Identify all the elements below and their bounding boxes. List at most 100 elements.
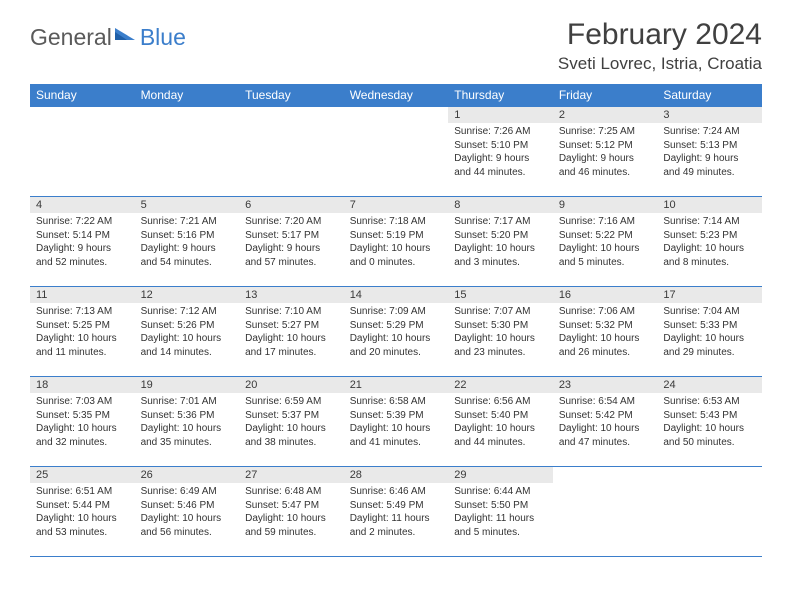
day-number: 18 xyxy=(30,377,135,393)
day-number: 25 xyxy=(30,467,135,483)
weekday-header: Thursday xyxy=(448,84,553,107)
day-number: 10 xyxy=(657,197,762,213)
day-number: 8 xyxy=(448,197,553,213)
calendar-table: SundayMondayTuesdayWednesdayThursdayFrid… xyxy=(30,84,762,557)
day-number: 2 xyxy=(553,107,658,123)
calendar-day-cell: 11Sunrise: 7:13 AMSunset: 5:25 PMDayligh… xyxy=(30,287,135,377)
day-details: Sunrise: 7:26 AMSunset: 5:10 PMDaylight:… xyxy=(448,123,553,183)
calendar-day-cell: 3Sunrise: 7:24 AMSunset: 5:13 PMDaylight… xyxy=(657,107,762,197)
weekday-header: Saturday xyxy=(657,84,762,107)
day-number: 22 xyxy=(448,377,553,393)
flag-icon xyxy=(115,26,137,49)
calendar-day-cell: 2Sunrise: 7:25 AMSunset: 5:12 PMDaylight… xyxy=(553,107,658,197)
calendar-day-cell: 5Sunrise: 7:21 AMSunset: 5:16 PMDaylight… xyxy=(135,197,240,287)
day-number: 21 xyxy=(344,377,449,393)
day-details: Sunrise: 6:46 AMSunset: 5:49 PMDaylight:… xyxy=(344,483,449,543)
day-details: Sunrise: 7:07 AMSunset: 5:30 PMDaylight:… xyxy=(448,303,553,363)
logo-word-2: Blue xyxy=(140,24,186,51)
calendar-day-cell: 14Sunrise: 7:09 AMSunset: 5:29 PMDayligh… xyxy=(344,287,449,377)
page-title: February 2024 xyxy=(558,18,762,52)
calendar-day-cell: 8Sunrise: 7:17 AMSunset: 5:20 PMDaylight… xyxy=(448,197,553,287)
calendar-day-cell: 27Sunrise: 6:48 AMSunset: 5:47 PMDayligh… xyxy=(239,467,344,557)
day-details: Sunrise: 7:04 AMSunset: 5:33 PMDaylight:… xyxy=(657,303,762,363)
weekday-header: Sunday xyxy=(30,84,135,107)
calendar-empty-cell xyxy=(30,107,135,197)
day-number: 28 xyxy=(344,467,449,483)
day-details: Sunrise: 7:12 AMSunset: 5:26 PMDaylight:… xyxy=(135,303,240,363)
day-details: Sunrise: 7:18 AMSunset: 5:19 PMDaylight:… xyxy=(344,213,449,273)
day-number: 24 xyxy=(657,377,762,393)
weekday-header-row: SundayMondayTuesdayWednesdayThursdayFrid… xyxy=(30,84,762,107)
calendar-day-cell: 28Sunrise: 6:46 AMSunset: 5:49 PMDayligh… xyxy=(344,467,449,557)
day-details: Sunrise: 6:53 AMSunset: 5:43 PMDaylight:… xyxy=(657,393,762,453)
header: General Blue February 2024 Sveti Lovrec,… xyxy=(30,18,762,74)
calendar-day-cell: 16Sunrise: 7:06 AMSunset: 5:32 PMDayligh… xyxy=(553,287,658,377)
day-number: 12 xyxy=(135,287,240,303)
calendar-day-cell: 17Sunrise: 7:04 AMSunset: 5:33 PMDayligh… xyxy=(657,287,762,377)
calendar-week-row: 11Sunrise: 7:13 AMSunset: 5:25 PMDayligh… xyxy=(30,287,762,377)
day-number: 4 xyxy=(30,197,135,213)
day-details: Sunrise: 7:16 AMSunset: 5:22 PMDaylight:… xyxy=(553,213,658,273)
calendar-day-cell: 24Sunrise: 6:53 AMSunset: 5:43 PMDayligh… xyxy=(657,377,762,467)
calendar-day-cell: 15Sunrise: 7:07 AMSunset: 5:30 PMDayligh… xyxy=(448,287,553,377)
calendar-day-cell: 20Sunrise: 6:59 AMSunset: 5:37 PMDayligh… xyxy=(239,377,344,467)
calendar-day-cell: 23Sunrise: 6:54 AMSunset: 5:42 PMDayligh… xyxy=(553,377,658,467)
day-number: 17 xyxy=(657,287,762,303)
day-details: Sunrise: 7:17 AMSunset: 5:20 PMDaylight:… xyxy=(448,213,553,273)
calendar-empty-cell xyxy=(344,107,449,197)
day-details: Sunrise: 6:54 AMSunset: 5:42 PMDaylight:… xyxy=(553,393,658,453)
day-details: Sunrise: 7:06 AMSunset: 5:32 PMDaylight:… xyxy=(553,303,658,363)
day-details: Sunrise: 7:10 AMSunset: 5:27 PMDaylight:… xyxy=(239,303,344,363)
weekday-header: Monday xyxy=(135,84,240,107)
weekday-header: Tuesday xyxy=(239,84,344,107)
day-number: 20 xyxy=(239,377,344,393)
day-details: Sunrise: 7:09 AMSunset: 5:29 PMDaylight:… xyxy=(344,303,449,363)
calendar-day-cell: 26Sunrise: 6:49 AMSunset: 5:46 PMDayligh… xyxy=(135,467,240,557)
day-details: Sunrise: 6:44 AMSunset: 5:50 PMDaylight:… xyxy=(448,483,553,543)
day-details: Sunrise: 7:03 AMSunset: 5:35 PMDaylight:… xyxy=(30,393,135,453)
day-number: 6 xyxy=(239,197,344,213)
day-number: 16 xyxy=(553,287,658,303)
day-details: Sunrise: 7:14 AMSunset: 5:23 PMDaylight:… xyxy=(657,213,762,273)
calendar-day-cell: 29Sunrise: 6:44 AMSunset: 5:50 PMDayligh… xyxy=(448,467,553,557)
day-details: Sunrise: 7:22 AMSunset: 5:14 PMDaylight:… xyxy=(30,213,135,273)
day-details: Sunrise: 7:13 AMSunset: 5:25 PMDaylight:… xyxy=(30,303,135,363)
weekday-header: Friday xyxy=(553,84,658,107)
calendar-day-cell: 18Sunrise: 7:03 AMSunset: 5:35 PMDayligh… xyxy=(30,377,135,467)
day-details: Sunrise: 6:48 AMSunset: 5:47 PMDaylight:… xyxy=(239,483,344,543)
day-number: 9 xyxy=(553,197,658,213)
day-number: 13 xyxy=(239,287,344,303)
day-number: 26 xyxy=(135,467,240,483)
calendar-week-row: 1Sunrise: 7:26 AMSunset: 5:10 PMDaylight… xyxy=(30,107,762,197)
day-number: 1 xyxy=(448,107,553,123)
day-number: 15 xyxy=(448,287,553,303)
calendar-day-cell: 9Sunrise: 7:16 AMSunset: 5:22 PMDaylight… xyxy=(553,197,658,287)
calendar-day-cell: 19Sunrise: 7:01 AMSunset: 5:36 PMDayligh… xyxy=(135,377,240,467)
day-number: 29 xyxy=(448,467,553,483)
logo: General Blue xyxy=(30,24,186,51)
calendar-day-cell: 4Sunrise: 7:22 AMSunset: 5:14 PMDaylight… xyxy=(30,197,135,287)
calendar-day-cell: 12Sunrise: 7:12 AMSunset: 5:26 PMDayligh… xyxy=(135,287,240,377)
location: Sveti Lovrec, Istria, Croatia xyxy=(558,54,762,74)
day-details: Sunrise: 6:59 AMSunset: 5:37 PMDaylight:… xyxy=(239,393,344,453)
day-details: Sunrise: 6:56 AMSunset: 5:40 PMDaylight:… xyxy=(448,393,553,453)
day-number: 7 xyxy=(344,197,449,213)
day-number: 27 xyxy=(239,467,344,483)
calendar-day-cell: 13Sunrise: 7:10 AMSunset: 5:27 PMDayligh… xyxy=(239,287,344,377)
day-details: Sunrise: 6:49 AMSunset: 5:46 PMDaylight:… xyxy=(135,483,240,543)
day-number: 3 xyxy=(657,107,762,123)
logo-word-1: General xyxy=(30,24,112,51)
calendar-day-cell: 1Sunrise: 7:26 AMSunset: 5:10 PMDaylight… xyxy=(448,107,553,197)
calendar-day-cell: 25Sunrise: 6:51 AMSunset: 5:44 PMDayligh… xyxy=(30,467,135,557)
day-number: 19 xyxy=(135,377,240,393)
calendar-week-row: 25Sunrise: 6:51 AMSunset: 5:44 PMDayligh… xyxy=(30,467,762,557)
calendar-day-cell: 22Sunrise: 6:56 AMSunset: 5:40 PMDayligh… xyxy=(448,377,553,467)
day-number: 11 xyxy=(30,287,135,303)
calendar-day-cell: 10Sunrise: 7:14 AMSunset: 5:23 PMDayligh… xyxy=(657,197,762,287)
day-number: 14 xyxy=(344,287,449,303)
day-number: 5 xyxy=(135,197,240,213)
day-details: Sunrise: 7:25 AMSunset: 5:12 PMDaylight:… xyxy=(553,123,658,183)
weekday-header: Wednesday xyxy=(344,84,449,107)
day-details: Sunrise: 6:58 AMSunset: 5:39 PMDaylight:… xyxy=(344,393,449,453)
calendar-empty-cell xyxy=(239,107,344,197)
